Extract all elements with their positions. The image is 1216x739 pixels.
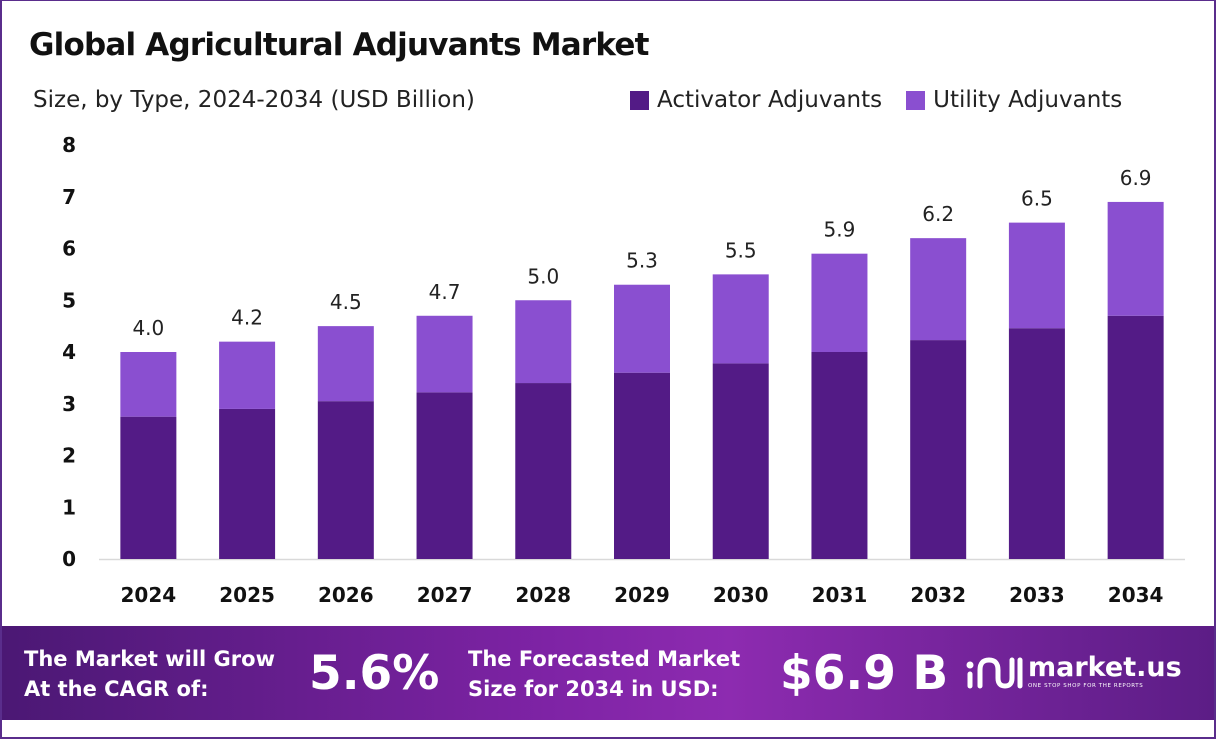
x-tick-label: 2030 bbox=[713, 583, 769, 607]
x-tick-label: 2026 bbox=[318, 583, 374, 607]
bar-segment-activator bbox=[219, 408, 276, 559]
bar-segment-activator bbox=[416, 392, 473, 559]
bar-segment-utility bbox=[1107, 201, 1164, 316]
bar-segment-utility bbox=[416, 315, 473, 393]
legend-label-activator: Activator Adjuvants bbox=[657, 87, 883, 113]
market-us-logo-icon bbox=[966, 657, 1023, 689]
bar-segment-utility bbox=[515, 300, 572, 384]
bar-total-label: 5.9 bbox=[824, 218, 856, 242]
x-tick-label: 2031 bbox=[812, 583, 868, 607]
bar-segment-activator bbox=[120, 416, 177, 559]
cagr-caption-line1: The Market will Grow bbox=[24, 647, 275, 671]
x-tick-label: 2028 bbox=[515, 583, 571, 607]
bar-total-label: 5.0 bbox=[527, 264, 559, 288]
logo-name: market.us bbox=[1028, 652, 1182, 683]
bar-segment-activator bbox=[1008, 328, 1065, 559]
bar-segment-activator bbox=[910, 340, 967, 559]
legend-swatch-activator bbox=[630, 90, 649, 110]
chart-subtitle: Size, by Type, 2024-2034 (USD Billion) bbox=[33, 87, 475, 113]
bar-total-label: 5.5 bbox=[725, 238, 757, 262]
bar-total-label: 4.2 bbox=[231, 306, 263, 330]
bar-total-label: 6.2 bbox=[922, 202, 954, 226]
bar-total-label: 6.5 bbox=[1021, 187, 1053, 211]
y-tick-label: 3 bbox=[62, 392, 76, 416]
brand-logo: market.us ONE STOP SHOP FOR THE REPORTS bbox=[964, 652, 1182, 692]
y-tick-label: 0 bbox=[62, 547, 76, 571]
bar-segment-activator bbox=[317, 401, 374, 559]
legend-item-activator: Activator Adjuvants bbox=[630, 87, 882, 113]
bar-segment-utility bbox=[910, 238, 967, 341]
cagr-caption: The Market will Grow At the CAGR of: bbox=[24, 644, 275, 704]
y-tick-label: 5 bbox=[62, 288, 76, 312]
bar-segment-activator bbox=[614, 372, 670, 559]
chart-title: Global Agricultural Adjuvants Market bbox=[29, 27, 649, 63]
legend-label-utility: Utility Adjuvants bbox=[933, 87, 1123, 113]
forecast-caption: The Forecasted Market Size for 2034 in U… bbox=[468, 644, 740, 704]
x-tick-label: 2032 bbox=[910, 583, 966, 607]
bar-total-label: 4.5 bbox=[330, 290, 362, 314]
x-tick-label: 2024 bbox=[121, 583, 177, 607]
bar-segment-utility bbox=[712, 274, 769, 364]
forecast-caption-line2: Size for 2034 in USD: bbox=[468, 677, 719, 701]
summary-banner: The Market will Grow At the CAGR of: 5.6… bbox=[2, 626, 1214, 720]
bar-segment-activator bbox=[515, 383, 572, 559]
y-tick-label: 1 bbox=[62, 495, 76, 519]
bar-total-label: 4.0 bbox=[132, 316, 164, 340]
forecast-caption-line1: The Forecasted Market bbox=[468, 647, 741, 671]
bar-segment-utility bbox=[811, 253, 868, 352]
bar-segment-utility bbox=[120, 352, 177, 417]
forecast-value: $6.9 B bbox=[780, 646, 949, 701]
bar-segment-activator bbox=[1107, 315, 1164, 559]
bar-segment-activator bbox=[811, 352, 868, 559]
chart-legend: Activator Adjuvants Utility Adjuvants bbox=[630, 87, 1122, 113]
legend-item-utility: Utility Adjuvants bbox=[906, 87, 1122, 113]
bar-segment-utility bbox=[1008, 222, 1065, 329]
bar-total-label: 4.7 bbox=[429, 280, 461, 304]
y-tick-label: 2 bbox=[62, 444, 76, 468]
bar-total-label: 5.3 bbox=[626, 249, 658, 273]
cagr-caption-line2: At the CAGR of: bbox=[24, 677, 209, 701]
y-tick-label: 6 bbox=[62, 237, 76, 261]
bar-segment-utility bbox=[317, 326, 374, 402]
y-tick-label: 7 bbox=[62, 185, 76, 209]
legend-swatch-utility bbox=[906, 90, 926, 110]
bar-total-label: 6.9 bbox=[1120, 166, 1152, 190]
logo-tagline: ONE STOP SHOP FOR THE REPORTS bbox=[1028, 683, 1144, 689]
bar-segment-activator bbox=[712, 363, 769, 559]
x-tick-label: 2027 bbox=[417, 583, 473, 607]
y-tick-label: 4 bbox=[62, 340, 76, 364]
bar-segment-utility bbox=[614, 284, 670, 373]
x-tick-label: 2029 bbox=[614, 583, 670, 607]
y-tick-label: 8 bbox=[62, 133, 76, 157]
bar-segment-utility bbox=[219, 341, 276, 409]
stacked-bar-chart: 0 1 2 3 4 5 6 7 8 4.0 2024 4.2 2025 4.5 2026 4.7 2027 5.0… bbox=[62, 133, 1185, 607]
x-tick-label: 2034 bbox=[1108, 583, 1164, 607]
x-tick-label: 2033 bbox=[1009, 583, 1065, 607]
x-tick-label: 2025 bbox=[219, 583, 275, 607]
cagr-value: 5.6% bbox=[309, 646, 440, 701]
